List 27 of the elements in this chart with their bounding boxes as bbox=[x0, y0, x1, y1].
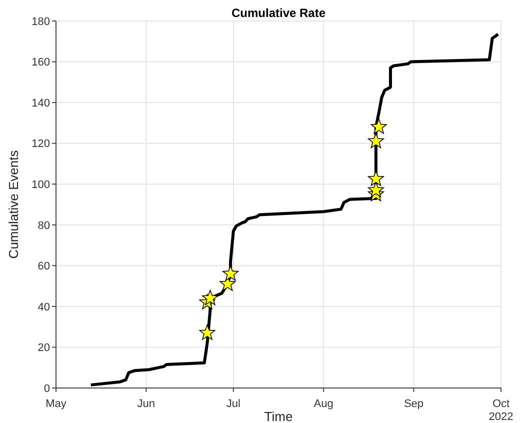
point bbox=[370, 118, 387, 134]
line-series bbox=[89, 32, 500, 386]
x-tick-label: Aug bbox=[314, 398, 334, 410]
point bbox=[368, 182, 384, 198]
y-tick-label: 40 bbox=[38, 301, 50, 314]
point bbox=[368, 170, 384, 186]
y-tick-label: 120 bbox=[32, 138, 50, 150]
y-tick-label: 60 bbox=[38, 260, 50, 273]
y-axis-title: Cumulative Events bbox=[6, 150, 21, 259]
y-tick-label: 0 bbox=[44, 382, 50, 395]
y-tick-label: 140 bbox=[32, 97, 50, 110]
x-tick-label: Oct 2022 bbox=[488, 398, 514, 423]
y-tick-label: 20 bbox=[38, 342, 50, 354]
y-tick-label: 160 bbox=[32, 56, 50, 69]
y-tick-label: 100 bbox=[32, 179, 50, 192]
point bbox=[202, 290, 218, 306]
point bbox=[199, 324, 216, 340]
point bbox=[368, 132, 384, 148]
x-tick-label: May bbox=[46, 398, 67, 410]
chart-title: Cumulative Rate bbox=[230, 6, 327, 20]
y-tick-label: 180 bbox=[32, 16, 50, 28]
x-tick-label: Jun bbox=[137, 398, 156, 410]
point bbox=[222, 265, 239, 281]
x-tick-label: Sep bbox=[404, 398, 424, 410]
x-tick-label: Jul bbox=[226, 398, 240, 410]
x-axis-title: Time bbox=[264, 409, 293, 423]
y-tick-label: 80 bbox=[38, 220, 50, 232]
